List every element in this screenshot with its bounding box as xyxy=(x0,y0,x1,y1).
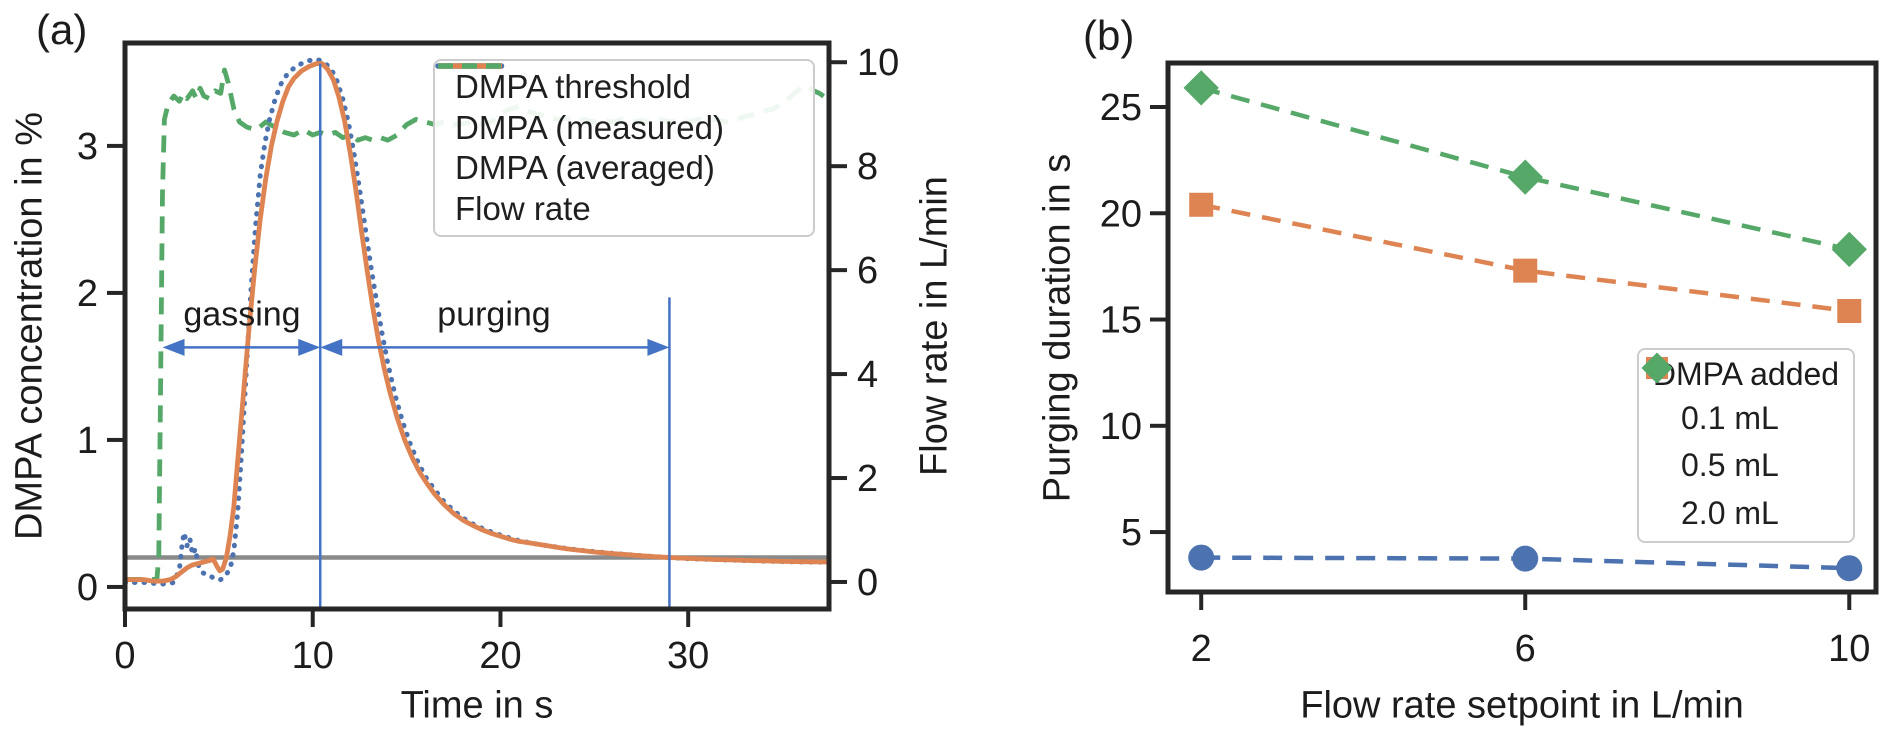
a-y-axis-label-right: Flow rate in L/min xyxy=(913,176,956,476)
purging-arrow-head-left xyxy=(320,338,343,356)
gassing-arrow-head-left xyxy=(162,338,185,356)
panel-a-axes-frame xyxy=(122,40,832,612)
y-tick-label: 25 xyxy=(1100,87,1142,129)
y-tick-right-label: 2 xyxy=(857,458,878,500)
a-y-axis-label-left: DMPA concentration in % xyxy=(8,111,51,541)
panel-b-axes-frame xyxy=(1165,60,1879,595)
data-point-diamond xyxy=(1507,159,1543,195)
gassing-annotation: gassing xyxy=(183,295,301,334)
data-point-diamond xyxy=(1831,231,1867,268)
legend-label: DMPA (averaged) xyxy=(455,149,715,187)
x-tick-label: 0 xyxy=(114,635,135,677)
legend-item-2.0mL: 2.0 mL xyxy=(1641,352,1853,537)
legend-item-measured: DMPA (measured) xyxy=(435,63,813,147)
panel-a-label: (a) xyxy=(36,6,88,53)
panel-b-label: (b) xyxy=(1083,12,1135,59)
purging-arrow-head-right xyxy=(647,338,670,356)
legend-label: Flow rate xyxy=(455,189,591,227)
y-tick-label: 1 xyxy=(77,420,98,462)
legend-item-0.5mL: 0.5 mL xyxy=(1646,357,1853,489)
x-tick-label: 2 xyxy=(1191,628,1212,670)
y-tick-label: 10 xyxy=(1100,406,1142,448)
y-tick-label: 2 xyxy=(77,273,98,315)
purging-annotation: purging xyxy=(437,295,551,334)
y-tick-right-label: 6 xyxy=(857,250,878,292)
series-line-0-5-mL xyxy=(1200,202,1850,314)
legend-item-averaged: DMPA (averaged) xyxy=(438,63,813,187)
legend-item-flow-rate: Flow rate xyxy=(438,63,813,228)
y-tick-label: 3 xyxy=(77,126,98,168)
data-point-square xyxy=(1189,192,1214,217)
legend-label: 0.1 mL xyxy=(1681,400,1779,437)
y-tick-right-label: 10 xyxy=(857,42,899,84)
x-tick-label: 10 xyxy=(292,635,334,677)
legend-label: 2.0 mL xyxy=(1681,494,1779,531)
y-tick-right-label: 8 xyxy=(857,146,878,188)
legend-label: DMPA (measured) xyxy=(455,108,724,146)
b-x-axis-label: Flow rate setpoint in L/min xyxy=(1300,684,1744,727)
b-y-axis-label: Purging duration in s xyxy=(1036,153,1079,503)
diamond-marker-swatch xyxy=(1641,352,1673,384)
series-dmpa-averaged- xyxy=(125,61,828,584)
dashed-line-swatch xyxy=(438,63,502,69)
x-tick-label: 30 xyxy=(667,635,709,677)
data-point-circle xyxy=(1512,545,1539,572)
legend-item-threshold: DMPA threshold xyxy=(438,63,813,106)
y-tick-label: 0 xyxy=(77,567,98,609)
y-tick-right-label: 0 xyxy=(857,562,878,604)
y-tick-right-label: 4 xyxy=(857,354,878,396)
a-x-axis-label: Time in s xyxy=(400,684,554,727)
legend-panel-a: DMPA threshold DMPA (measured) DMPA (ave… xyxy=(433,59,815,237)
legend-title: DMPA added xyxy=(1652,356,1840,392)
y-tick-label: 5 xyxy=(1121,512,1142,554)
x-tick-label: 20 xyxy=(479,635,521,677)
x-tick-label: 10 xyxy=(1828,628,1870,670)
legend-item-0.1mL: 0.1 mL xyxy=(1645,356,1853,442)
x-tick-label: 6 xyxy=(1515,628,1536,670)
legend-label: DMPA threshold xyxy=(455,68,691,106)
data-point-diamond xyxy=(1183,70,1219,106)
data-point-square xyxy=(1837,299,1862,324)
gassing-arrow-head-right xyxy=(298,338,321,356)
legend-panel-b: DMPA added 0.1 mL 0.5 mL 2.0 mL xyxy=(1637,348,1855,543)
data-point-circle xyxy=(1836,555,1863,582)
data-point-square xyxy=(1513,258,1538,283)
y-tick-label: 15 xyxy=(1100,300,1142,342)
data-point-circle xyxy=(1188,544,1215,571)
y-tick-label: 20 xyxy=(1100,193,1142,235)
legend-label: 0.5 mL xyxy=(1681,447,1779,484)
